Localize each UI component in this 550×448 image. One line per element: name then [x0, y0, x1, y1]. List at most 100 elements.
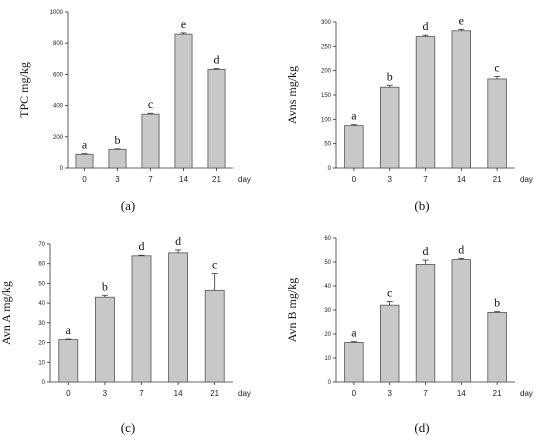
y-tick-label: 60	[324, 236, 331, 242]
x-tick-label: 7	[423, 175, 428, 184]
bar-21	[487, 311, 507, 383]
y-tick-label: 30	[38, 321, 45, 327]
significance-label: a	[82, 138, 88, 152]
y-tick-label: 10	[38, 360, 45, 366]
significance-label: e	[459, 13, 464, 27]
y-tick-label: 250	[321, 44, 332, 50]
y-tick-label: 0	[42, 380, 46, 386]
panel-caption: (d)	[414, 420, 429, 435]
y-tick-label: 0	[328, 380, 332, 386]
y-tick-label: 400	[53, 104, 64, 110]
significance-label: a	[351, 109, 357, 123]
y-tick-label: 0	[60, 166, 64, 172]
y-tick-label: 600	[53, 72, 64, 78]
panel-caption: (b)	[414, 198, 429, 213]
x-tick-label: 0	[82, 175, 87, 184]
significance-label: b	[102, 279, 108, 293]
bar-14	[168, 252, 189, 383]
y-axis-label: Avn B mg/kg	[285, 278, 299, 342]
chart-panel-2: 0 50 100 150 200 250 300 a 0 b 3 d 7 e 14 c 21 day Avns mg…	[285, 13, 533, 213]
y-tick-label: 0	[328, 166, 332, 172]
significance-label: d	[423, 19, 429, 33]
significance-label: b	[387, 69, 393, 83]
x-axis-unit: day	[520, 175, 533, 184]
bar-3	[94, 296, 115, 383]
bar-7	[131, 255, 152, 383]
x-tick-label: 3	[387, 389, 392, 398]
y-tick-label: 50	[38, 281, 45, 287]
y-axis-label: Avns mg/kg	[285, 66, 299, 124]
bar-14	[451, 30, 472, 169]
y-tick-label: 800	[53, 41, 64, 47]
x-axis-unit: day	[238, 389, 251, 398]
bar-7	[141, 113, 160, 169]
x-tick-label: 14	[457, 389, 466, 398]
chart-panel-3: 0 10 20 30 40 50 60 70 a 0 b 3 d 7 d 14 c 21 day Avn A mg/k…	[0, 234, 251, 435]
x-tick-label: 14	[179, 175, 188, 184]
x-tick-label: 21	[210, 389, 219, 398]
significance-label: a	[351, 326, 357, 340]
x-tick-label: 0	[352, 389, 357, 398]
significance-label: d	[423, 244, 429, 258]
significance-label: c	[387, 286, 392, 300]
significance-label: b	[494, 296, 500, 310]
bar-14	[451, 259, 472, 383]
panel-caption: (c)	[121, 420, 135, 435]
x-tick-label: 21	[493, 389, 502, 398]
bar-0	[58, 339, 79, 383]
significance-label: d	[214, 53, 220, 67]
bar-7	[415, 263, 436, 383]
significance-label: c	[148, 97, 153, 111]
y-tick-label: 20	[324, 332, 331, 338]
significance-label: b	[115, 133, 121, 147]
panel-caption: (a)	[121, 198, 135, 213]
bar-21	[207, 69, 226, 169]
bar-3	[379, 86, 400, 169]
x-tick-label: 21	[493, 175, 502, 184]
y-axis-label: TPC mg/kg	[17, 62, 31, 118]
y-tick-label: 40	[324, 284, 331, 290]
bar-21	[487, 78, 507, 169]
chart-panel-4: 0 10 20 30 40 50 60 a 0 c 3 d 7 d 14 b 21 day Avn B mg/kg (…	[285, 236, 533, 435]
x-tick-label: 7	[139, 389, 144, 398]
y-tick-label: 1000	[50, 10, 64, 16]
bar-0	[344, 125, 364, 169]
x-axis-unit: day	[520, 389, 533, 398]
x-tick-label: 21	[212, 175, 221, 184]
bar-3	[379, 304, 400, 383]
y-tick-label: 200	[321, 69, 332, 75]
y-tick-label: 60	[38, 262, 45, 268]
bar-3	[108, 148, 127, 169]
x-tick-label: 0	[66, 389, 71, 398]
y-tick-label: 300	[321, 20, 332, 26]
y-tick-label: 70	[38, 242, 45, 248]
y-tick-label: 10	[324, 356, 331, 362]
significance-label: e	[181, 17, 186, 31]
x-tick-label: 0	[352, 175, 357, 184]
y-tick-label: 30	[324, 308, 331, 314]
bar-0	[344, 341, 364, 383]
significance-label: c	[212, 258, 217, 272]
bar-14	[174, 33, 193, 169]
y-tick-label: 40	[38, 301, 45, 307]
x-tick-label: 14	[174, 389, 183, 398]
x-tick-label: 14	[457, 175, 466, 184]
chart-panel-1: 0 200 400 600 800 1000 a 0 b 3 c 7 e 14 d 21 day TPC mg/k…	[17, 10, 251, 213]
x-tick-label: 3	[103, 389, 108, 398]
y-tick-label: 200	[53, 135, 64, 141]
bar-7	[415, 36, 436, 169]
significance-label: a	[66, 323, 72, 337]
y-tick-label: 150	[321, 93, 332, 99]
bar-0	[75, 153, 94, 169]
y-tick-label: 20	[38, 341, 45, 347]
significance-label: d	[139, 239, 145, 253]
y-tick-label: 100	[321, 117, 332, 123]
y-tick-label: 50	[324, 260, 331, 266]
y-axis-label: Avn A mg/kg	[0, 281, 13, 345]
x-tick-label: 3	[115, 175, 120, 184]
significance-label: d	[175, 234, 181, 248]
y-tick-label: 50	[324, 142, 331, 148]
x-tick-label: 7	[423, 389, 428, 398]
x-tick-label: 7	[148, 175, 153, 184]
